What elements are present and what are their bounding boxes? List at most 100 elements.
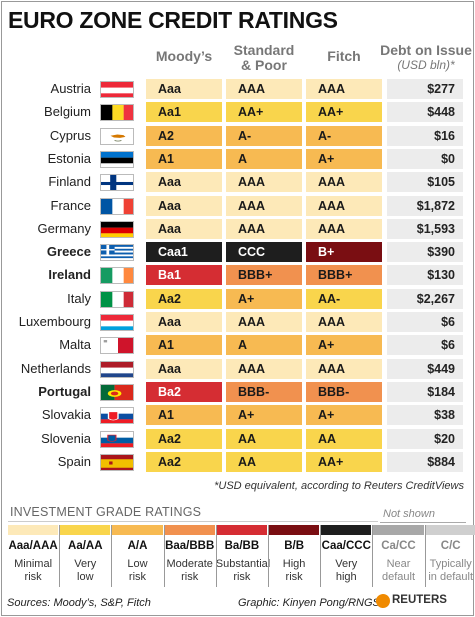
rating-cell-moodys: Aaa bbox=[146, 358, 222, 379]
legend-description-line1: Low bbox=[127, 558, 148, 570]
rating-cell-fitch: AAA bbox=[306, 79, 382, 99]
rating-cell-fitch: A- bbox=[306, 125, 382, 146]
table-row: Netherlands Aaa AAA AAA $449 bbox=[0, 358, 475, 380]
debt-value: $184 bbox=[387, 381, 463, 402]
rating-cell-fitch: BBB- bbox=[306, 381, 382, 402]
legend-code: B/B bbox=[284, 540, 304, 552]
rating-cell-fitch: AAA bbox=[306, 358, 382, 379]
country-name: Slovenia bbox=[41, 430, 91, 446]
rating-cell-fitch: A+ bbox=[306, 148, 382, 169]
rating-cell-moodys: Aaa bbox=[146, 79, 222, 99]
country-name: Belgium bbox=[44, 104, 91, 120]
rating-cell-fitch: AAA bbox=[306, 312, 382, 332]
header-debt: Debt on Issue bbox=[380, 42, 472, 58]
slovakia-flag-icon bbox=[100, 407, 134, 425]
table-row: Estonia A1 A A+ $0 bbox=[0, 148, 475, 170]
debt-value: $16 bbox=[387, 125, 463, 146]
rating-cell-moodys: Caa1 bbox=[146, 242, 222, 263]
legend-swatch bbox=[425, 525, 475, 535]
rating-cell-fitch: AAA bbox=[306, 218, 382, 239]
legend-description: Low risk bbox=[111, 558, 163, 584]
legend-description-line2: risk bbox=[285, 571, 303, 583]
ireland-flag-icon bbox=[100, 267, 134, 285]
table-row: Ireland Ba1 BBB+ BBB+ $130 bbox=[0, 264, 475, 286]
legend-description-line2: risk bbox=[24, 571, 42, 583]
country-name: France bbox=[50, 197, 91, 213]
legend-code: Aaa/AAA bbox=[8, 540, 58, 552]
legend-description-line1: Substantial bbox=[215, 558, 271, 570]
legend-swatch bbox=[8, 525, 59, 535]
rating-cell-fitch: A+ bbox=[306, 335, 382, 356]
table-row: Austria Aaa AAA AAA $277 bbox=[0, 78, 475, 100]
greece-flag-icon bbox=[100, 244, 134, 262]
legend-divider bbox=[268, 525, 269, 587]
rating-cell-sp: BBB+ bbox=[226, 265, 302, 286]
country-name: Netherlands bbox=[20, 360, 91, 376]
header-moodys: Moody’s bbox=[155, 48, 213, 64]
slovenia-flag-icon bbox=[100, 430, 134, 448]
finland-flag-icon bbox=[100, 174, 134, 192]
luxembourg-flag-icon bbox=[100, 314, 134, 331]
legend-swatch bbox=[112, 525, 163, 535]
cyprus-flag-icon bbox=[100, 127, 134, 145]
legend-description-line1: Moderate bbox=[166, 558, 213, 570]
rating-cell-moodys: A1 bbox=[146, 335, 222, 356]
header-fitch: Fitch bbox=[327, 48, 361, 64]
legend-swatch bbox=[373, 525, 424, 535]
table-row: Portugal Ba2 BBB- BBB- $184 bbox=[0, 381, 475, 403]
country-name: Portugal bbox=[38, 383, 91, 399]
page-title: EURO ZONE CREDIT RATINGS bbox=[8, 7, 338, 33]
debt-value: $38 bbox=[387, 405, 463, 426]
rating-cell-fitch: AA bbox=[306, 428, 382, 449]
country-name: Italy bbox=[67, 290, 91, 306]
legend-description-line1: Very bbox=[335, 558, 358, 570]
rating-cell-moodys: Aa2 bbox=[146, 428, 222, 449]
debt-value: $20 bbox=[387, 428, 463, 449]
legend-divider bbox=[59, 525, 61, 587]
rating-cell-sp: A bbox=[226, 335, 302, 356]
netherlands-flag-icon bbox=[100, 360, 134, 378]
legend-not-shown: Not shown bbox=[383, 508, 435, 520]
legend-separator bbox=[8, 521, 378, 522]
debt-value: $449 bbox=[387, 358, 463, 379]
reuters-logo: REUTERS bbox=[392, 594, 447, 606]
rating-cell-fitch: AAA bbox=[306, 195, 382, 216]
rating-cell-moodys: Ba2 bbox=[146, 381, 222, 402]
legend-description-line2: in default bbox=[428, 571, 474, 583]
legend-code: Ba/BB bbox=[224, 540, 260, 552]
legend-divider bbox=[215, 525, 217, 587]
rating-cell-sp: AAA bbox=[226, 358, 302, 379]
rating-cell-moodys: A1 bbox=[146, 405, 222, 426]
legend-code: Baa/BBB bbox=[165, 540, 215, 552]
legend-description: High risk bbox=[268, 558, 320, 584]
legend-swatch bbox=[269, 525, 320, 535]
legend-divider bbox=[111, 525, 113, 587]
header-sp-line1: Standard bbox=[233, 42, 295, 58]
legend-description-line2: risk bbox=[128, 571, 147, 583]
rating-cell-fitch: AA+ bbox=[306, 102, 382, 123]
debt-value: $1,872 bbox=[387, 195, 463, 216]
legend-description-line2: high bbox=[335, 571, 357, 583]
legend-code: C/C bbox=[440, 540, 461, 552]
rating-cell-fitch: BBB+ bbox=[306, 265, 382, 286]
country-name: Greece bbox=[46, 244, 91, 260]
rating-cell-sp: AAA bbox=[226, 79, 302, 99]
country-name: Malta bbox=[59, 337, 91, 353]
rating-cell-sp: A- bbox=[226, 125, 302, 146]
debt-value: $130 bbox=[387, 265, 463, 286]
table-row: Belgium Aa1 AA+ AA+ $448 bbox=[0, 101, 475, 123]
italy-flag-icon bbox=[100, 290, 134, 308]
estonia-flag-icon bbox=[100, 150, 134, 168]
rating-cell-sp: A+ bbox=[226, 288, 302, 309]
table-row: Greece Caa1 CCC B+ $390 bbox=[0, 241, 475, 263]
country-name: Estonia bbox=[47, 150, 91, 166]
rating-cell-fitch: B+ bbox=[306, 242, 382, 263]
legend-code: Caa/CCC bbox=[321, 540, 371, 552]
legend-divider bbox=[424, 525, 426, 587]
header-sp-line2: & Poor bbox=[241, 57, 287, 73]
debt-value: $6 bbox=[387, 335, 463, 356]
legend-swatch bbox=[60, 525, 111, 535]
rating-cell-sp: AA bbox=[226, 428, 302, 449]
rating-cell-sp: AA+ bbox=[226, 102, 302, 123]
rating-cell-moodys: Aa2 bbox=[146, 288, 222, 309]
